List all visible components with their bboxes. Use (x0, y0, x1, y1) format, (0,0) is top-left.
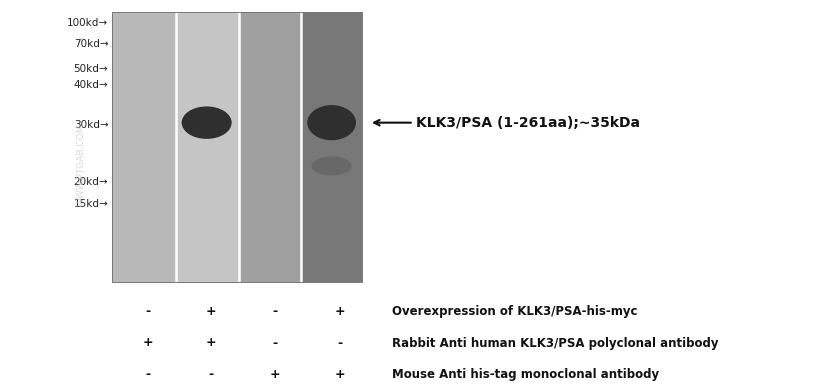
Text: -: - (146, 305, 151, 318)
Text: 100kd→: 100kd→ (67, 18, 108, 27)
Text: KLK3/PSA (1-261aa);∼35kDa: KLK3/PSA (1-261aa);∼35kDa (374, 116, 641, 130)
Text: 50kd→: 50kd→ (73, 64, 108, 74)
Text: +: + (270, 368, 280, 381)
Text: 70kd→: 70kd→ (73, 39, 108, 49)
Ellipse shape (312, 156, 352, 175)
Bar (238, 12, 302, 282)
Text: WWW.PTGAB.COM: WWW.PTGAB.COM (77, 123, 86, 206)
Text: -: - (208, 368, 213, 381)
Ellipse shape (307, 105, 356, 140)
Text: 30kd→: 30kd→ (73, 120, 108, 131)
Ellipse shape (182, 107, 232, 139)
Text: Rabbit Anti human KLK3/PSA polyclonal antibody: Rabbit Anti human KLK3/PSA polyclonal an… (392, 336, 718, 350)
Text: -: - (146, 368, 151, 381)
Text: 20kd→: 20kd→ (73, 177, 108, 187)
Bar (302, 12, 362, 282)
Text: -: - (272, 336, 277, 350)
Text: 15kd→: 15kd→ (73, 199, 108, 209)
Text: +: + (335, 305, 345, 318)
Bar (112, 12, 362, 282)
Bar (177, 12, 238, 282)
Text: -: - (337, 336, 342, 350)
Text: Overexpression of KLK3/PSA-his-myc: Overexpression of KLK3/PSA-his-myc (392, 305, 637, 318)
Text: +: + (335, 368, 345, 381)
Text: Mouse Anti his-tag monoclonal antibody: Mouse Anti his-tag monoclonal antibody (392, 368, 659, 381)
Text: +: + (143, 336, 153, 350)
Text: 40kd→: 40kd→ (73, 80, 108, 90)
Text: -: - (272, 305, 277, 318)
Bar (112, 12, 177, 282)
Text: +: + (206, 305, 216, 318)
Text: +: + (206, 336, 216, 350)
